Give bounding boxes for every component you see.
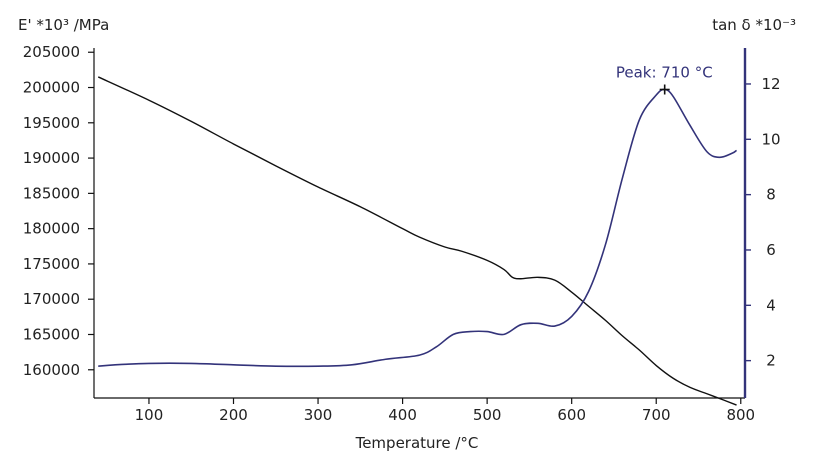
y-right-tick-label-10: 10 (761, 130, 780, 148)
y-left-tick-label-190000: 190000 (23, 149, 80, 167)
tick-labels-group: 100 200 300 400 500 600 700 800 160000 165000 1700… (23, 43, 781, 424)
x-tick-label-700: 700 (642, 406, 671, 424)
y-left-tick-label-185000: 185000 (23, 184, 80, 202)
y-left-tick-label-160000: 160000 (23, 361, 80, 379)
y-left-tick-label-195000: 195000 (23, 114, 80, 132)
y-right-tick-label-2: 2 (766, 352, 776, 370)
series-e-prime-line (97, 76, 737, 406)
y-left-tick-label-180000: 180000 (23, 220, 80, 238)
y-right-tick-label-8: 8 (766, 186, 776, 204)
left-axis-title: E' *10³ /MPa (18, 16, 109, 34)
y-right-tick-label-6: 6 (766, 241, 776, 259)
ticks-group (88, 51, 751, 404)
x-tick-label-800: 800 (726, 406, 755, 424)
x-tick-label-600: 600 (557, 406, 586, 424)
x-tick-label-500: 500 (473, 406, 502, 424)
series-tan-delta-line (98, 88, 738, 368)
y-left-tick-label-165000: 165000 (23, 325, 80, 343)
peak-marker (659, 84, 670, 95)
x-axis-title: Temperature /°C (355, 434, 479, 452)
x-tick-label-100: 100 (135, 406, 164, 424)
y-left-tick-label-175000: 175000 (23, 255, 80, 273)
y-right-tick-label-4: 4 (766, 296, 776, 314)
right-axis-title: tan δ *10⁻³ (712, 16, 796, 34)
y-left-tick-label-205000: 205000 (23, 43, 80, 61)
peak-annotation: Peak: 710 °C (616, 64, 713, 82)
x-tick-label-400: 400 (388, 406, 417, 424)
y-left-tick-label-200000: 200000 (23, 79, 80, 97)
x-tick-label-300: 300 (304, 406, 333, 424)
y-left-tick-label-170000: 170000 (23, 290, 80, 308)
x-tick-label-200: 200 (219, 406, 248, 424)
y-right-tick-label-12: 12 (761, 75, 780, 93)
